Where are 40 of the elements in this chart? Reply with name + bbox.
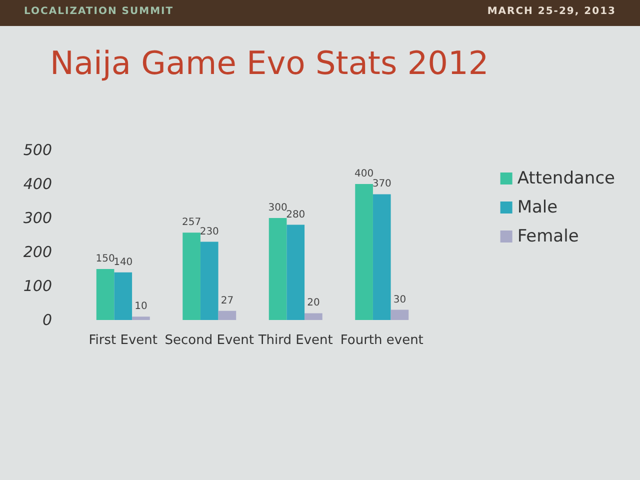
y-tick-label: 0 xyxy=(42,311,52,329)
bar xyxy=(218,310,236,320)
text: MARCH 25-29, 2013 xyxy=(487,6,616,17)
bar xyxy=(114,272,132,320)
bar xyxy=(200,242,218,320)
y-tick-label: 400 xyxy=(23,175,52,193)
x-tick-label: Second Event xyxy=(164,333,254,348)
bar xyxy=(286,224,305,320)
bar xyxy=(355,184,373,320)
data-label: 150 xyxy=(96,254,115,264)
bar xyxy=(268,218,287,320)
y-tick-label: 100 xyxy=(23,277,52,295)
x-tick-label: Fourth event xyxy=(340,333,424,348)
bar xyxy=(132,316,150,320)
text: LOCALIZATION SUMMIT xyxy=(24,6,174,17)
data-label: 400 xyxy=(354,168,374,180)
bar xyxy=(304,313,322,320)
data-label: 20 xyxy=(307,298,320,309)
data-label: 257 xyxy=(182,217,202,228)
data-label: 10 xyxy=(134,301,148,312)
bar xyxy=(182,232,200,320)
chart-title: Naija Game Evo Stats 2012 xyxy=(50,44,489,82)
legend-label: Attendance xyxy=(517,168,616,188)
bar xyxy=(390,310,409,320)
legend-label: Female xyxy=(517,226,579,246)
data-label: 300 xyxy=(268,202,288,214)
data-label: 30 xyxy=(393,294,406,306)
data-label: 27 xyxy=(220,295,234,306)
y-tick-label: 300 xyxy=(23,209,52,227)
data-label: 280 xyxy=(286,209,306,220)
bar xyxy=(372,194,391,320)
y-tick-label: 200 xyxy=(23,243,52,261)
bar xyxy=(96,269,114,320)
data-label: 140 xyxy=(114,256,133,268)
data-label: 230 xyxy=(200,226,219,238)
data-label: 370 xyxy=(372,178,392,190)
y-tick-label: 500 xyxy=(23,141,52,159)
x-tick-label: First Event xyxy=(88,333,158,348)
x-tick-label: Third Event xyxy=(257,333,333,348)
legend-label: Male xyxy=(517,198,558,218)
